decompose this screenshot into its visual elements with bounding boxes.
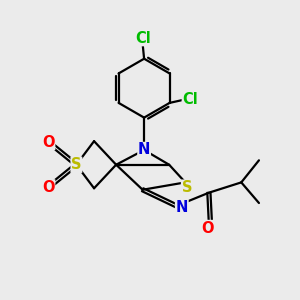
Text: N: N [138,142,150,158]
Text: S: S [71,157,82,172]
Text: Cl: Cl [182,92,198,107]
Text: O: O [42,180,55,195]
Text: S: S [182,180,192,195]
Text: O: O [42,134,55,149]
Text: O: O [201,220,214,236]
Text: Cl: Cl [135,31,151,46]
Text: N: N [176,200,188,215]
